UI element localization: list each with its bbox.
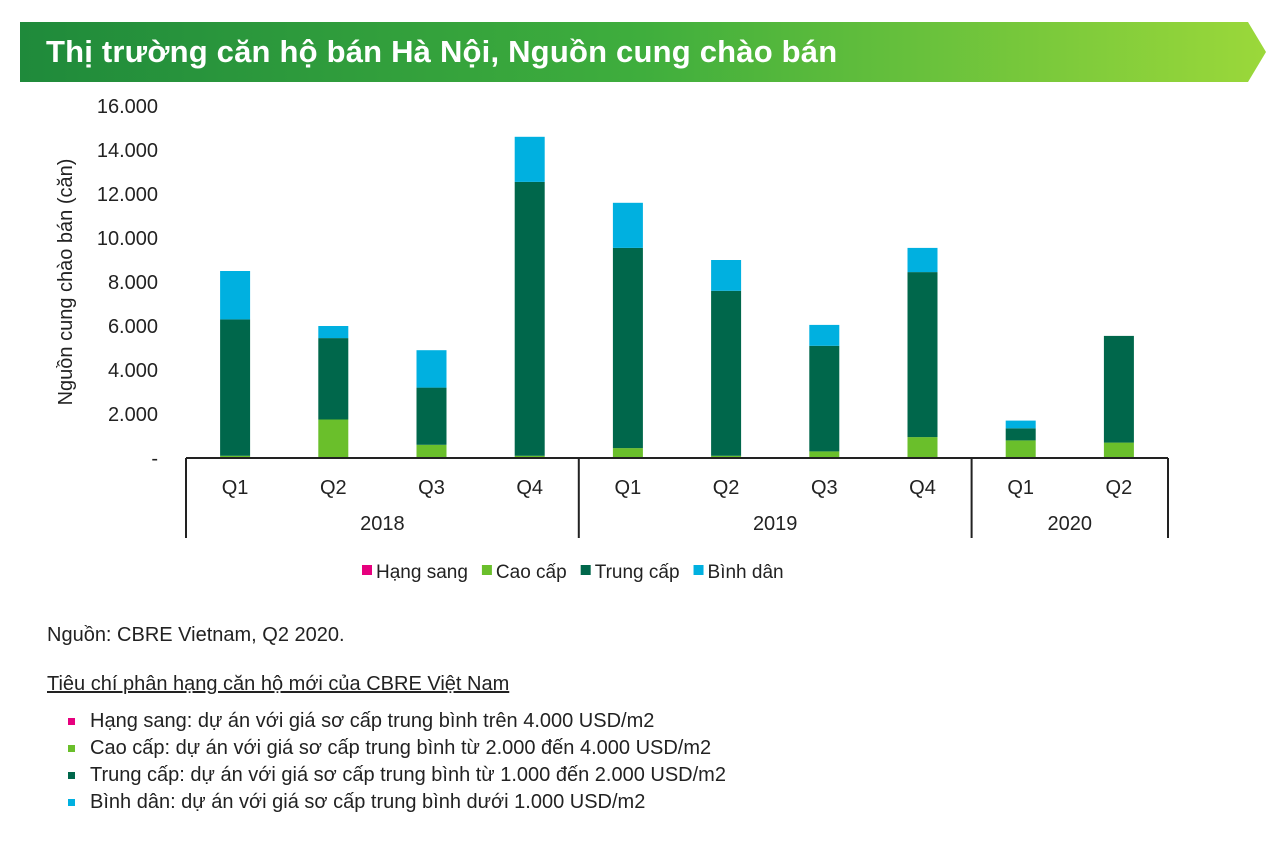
- criteria-item: Cao cấp: dự án với giá sơ cấp trung bình…: [68, 735, 726, 762]
- x-group-label: 2020: [1048, 513, 1093, 535]
- legend-swatch: [580, 565, 591, 575]
- bar-segment-bình-dân: [711, 260, 742, 291]
- bar-segment-trung-cấp: [318, 338, 349, 420]
- bar-segment-bình-dân: [416, 350, 447, 388]
- y-tick-label: 10.000: [97, 228, 158, 250]
- x-group-label: 2019: [753, 513, 798, 535]
- title-banner: Thị trường căn hộ bán Hà Nội, Nguồn cung…: [20, 22, 1266, 82]
- bar-segment-trung-cấp: [220, 319, 251, 456]
- criteria-list: Hạng sang: dự án với giá sơ cấp trung bì…: [68, 708, 726, 816]
- criteria-item: Hạng sang: dự án với giá sơ cấp trung bì…: [68, 708, 726, 735]
- y-tick-label: -: [151, 448, 158, 470]
- y-tick-label: 16.000: [97, 96, 158, 118]
- legend-label: Cao cấp: [496, 562, 567, 583]
- x-tick-label: Q3: [811, 477, 838, 499]
- y-tick-label: 14.000: [97, 140, 158, 162]
- x-group-label: 2018: [360, 513, 405, 535]
- bar-segment-trung-cấp: [907, 272, 938, 438]
- bar-segment-trung-cấp: [416, 387, 447, 445]
- legend-label: Bình dân: [708, 562, 784, 583]
- bullet-icon: [68, 799, 75, 806]
- bullet-icon: [68, 745, 75, 752]
- bullet-icon: [68, 718, 75, 725]
- x-tick-label: Q1: [222, 477, 249, 499]
- criteria-title: Tiêu chí phân hạng căn hộ mới của CBRE V…: [47, 673, 510, 695]
- bullet-icon: [68, 772, 75, 779]
- bar-segment-bình-dân: [612, 202, 643, 248]
- bar-segment-cao-cấp: [1005, 440, 1036, 458]
- x-tick-label: Q2: [1106, 477, 1133, 499]
- bar-segment-bình-dân: [809, 324, 840, 346]
- chart-title: Thị trường căn hộ bán Hà Nội, Nguồn cung…: [46, 34, 838, 69]
- bar-segment-bình-dân: [220, 271, 251, 320]
- x-tick-label: Q4: [516, 477, 543, 499]
- bar-segment-trung-cấp: [809, 345, 840, 452]
- y-tick-label: 6.000: [108, 316, 158, 338]
- bar-segment-bình-dân: [907, 247, 938, 273]
- bar-segment-cao-cấp: [1103, 442, 1134, 458]
- y-tick-label: 8.000: [108, 272, 158, 294]
- bar-segment-cao-cấp: [907, 437, 938, 458]
- bar-segment-trung-cấp: [514, 181, 545, 456]
- y-axis-label: Nguồn cung chào bán (căn): [55, 159, 77, 406]
- bar-segment-trung-cấp: [1005, 428, 1036, 441]
- bar-segment-cao-cấp: [711, 455, 742, 458]
- bar-segment-bình-dân: [514, 136, 545, 182]
- bar-segment-cao-cấp: [809, 451, 840, 458]
- y-tick-label: 12.000: [97, 184, 158, 206]
- x-tick-label: Q2: [320, 477, 347, 499]
- x-tick-label: Q1: [615, 477, 642, 499]
- legend-swatch: [362, 565, 372, 575]
- bar-segment-trung-cấp: [711, 290, 742, 456]
- bar-segment-bình-dân: [318, 326, 349, 339]
- bar-segment-bình-dân: [1005, 420, 1036, 429]
- y-tick-label: 4.000: [108, 360, 158, 382]
- x-tick-label: Q1: [1007, 477, 1034, 499]
- bar-segment-trung-cấp: [1103, 335, 1134, 443]
- bar-segment-cao-cấp: [514, 455, 545, 458]
- legend-label: Hạng sang: [376, 562, 468, 583]
- x-tick-label: Q3: [418, 477, 445, 499]
- x-tick-label: Q4: [909, 477, 936, 499]
- legend-label: Trung cấp: [595, 562, 680, 583]
- x-tick-label: Q2: [713, 477, 740, 499]
- source-note: Nguồn: CBRE Vietnam, Q2 2020.: [47, 624, 345, 646]
- legend-swatch: [481, 565, 492, 575]
- bar-segment-cao-cấp: [416, 444, 447, 458]
- bar-segment-cao-cấp: [220, 455, 251, 458]
- y-tick-label: 2.000: [108, 404, 158, 426]
- legend-swatch: [693, 565, 704, 575]
- bar-segment-trung-cấp: [612, 247, 643, 449]
- bar-segment-cao-cấp: [318, 419, 349, 458]
- criteria-item: Bình dân: dự án với giá sơ cấp trung bìn…: [68, 789, 726, 816]
- criteria-item: Trung cấp: dự án với giá sơ cấp trung bì…: [68, 762, 726, 789]
- bar-segment-cao-cấp: [612, 448, 643, 458]
